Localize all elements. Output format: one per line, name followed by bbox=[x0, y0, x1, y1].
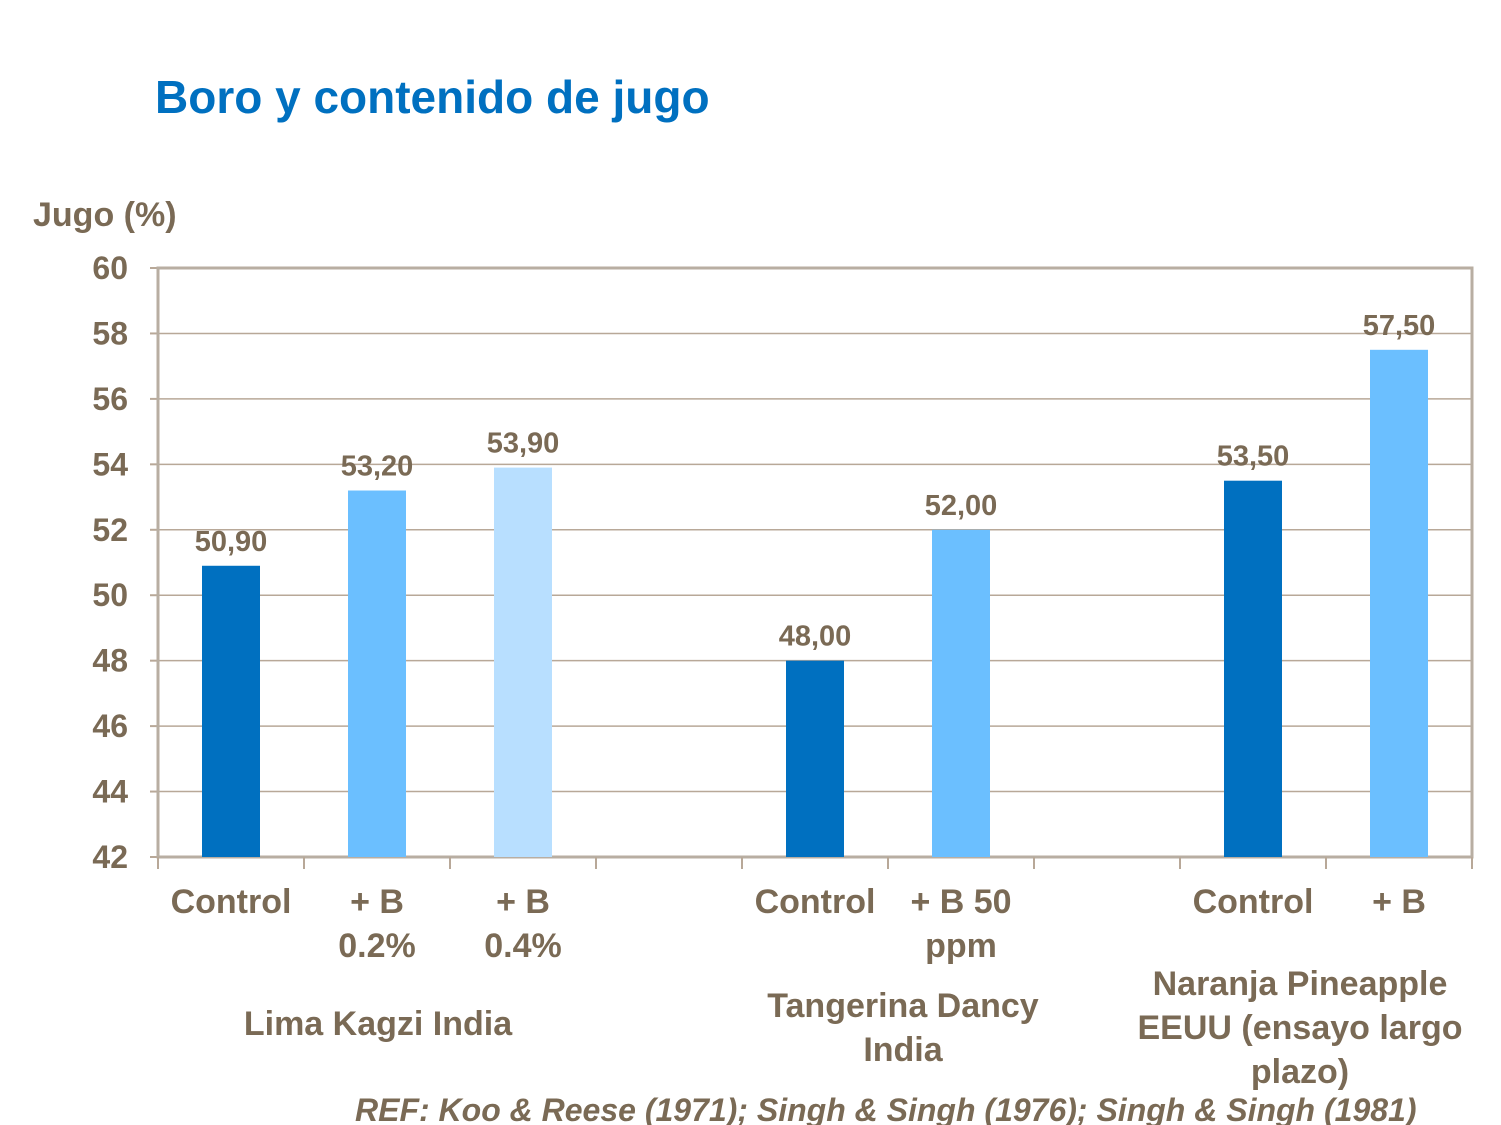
y-tick-label: 48 bbox=[92, 643, 128, 679]
data-label: 52,00 bbox=[925, 490, 998, 522]
bar bbox=[786, 660, 844, 857]
bar bbox=[202, 565, 260, 857]
y-tick-label: 44 bbox=[92, 774, 128, 810]
category-label: + B 50 ppm bbox=[910, 883, 1012, 965]
y-tick-label: 58 bbox=[92, 315, 128, 351]
data-label: 53,50 bbox=[1217, 441, 1290, 473]
category-label: Control bbox=[1192, 883, 1314, 921]
data-label: 53,20 bbox=[341, 451, 414, 483]
reference-text: REF: Koo & Reese (1971); Singh & Singh (… bbox=[355, 1092, 1417, 1125]
category-label: + B bbox=[1372, 883, 1426, 921]
data-label: 48,00 bbox=[779, 621, 852, 653]
bar bbox=[348, 490, 406, 857]
slide-title: Boro y contenido de jugo bbox=[155, 71, 710, 123]
group-label-naranja: Naranja Pineapple EEUU (ensayo largo pla… bbox=[1137, 965, 1463, 1091]
y-tick-label: 56 bbox=[92, 381, 128, 417]
bar bbox=[1224, 480, 1282, 857]
category-label: + B 0.2% bbox=[338, 883, 416, 965]
y-axis-label: Jugo (%) bbox=[33, 196, 177, 234]
data-label: 53,90 bbox=[487, 428, 560, 460]
category-label: Control bbox=[754, 883, 876, 921]
y-tick-label: 54 bbox=[92, 446, 128, 482]
y-tick-label: 52 bbox=[92, 512, 128, 548]
data-label: 57,50 bbox=[1363, 310, 1436, 342]
category-label: + B 0.4% bbox=[484, 883, 562, 965]
y-tick-label: 42 bbox=[92, 839, 128, 875]
bar bbox=[1370, 349, 1428, 857]
bar bbox=[932, 529, 990, 857]
data-label: 50,90 bbox=[195, 526, 268, 558]
y-tick-label: 60 bbox=[92, 250, 128, 286]
y-tick-label: 46 bbox=[92, 708, 128, 744]
category-label: Control bbox=[170, 883, 292, 921]
group-label-tangerina: Tangerina Dancy India bbox=[767, 987, 1039, 1069]
bar bbox=[494, 467, 552, 857]
group-label-lima: Lima Kagzi India bbox=[243, 1005, 513, 1043]
y-tick-label: 50 bbox=[92, 577, 128, 613]
